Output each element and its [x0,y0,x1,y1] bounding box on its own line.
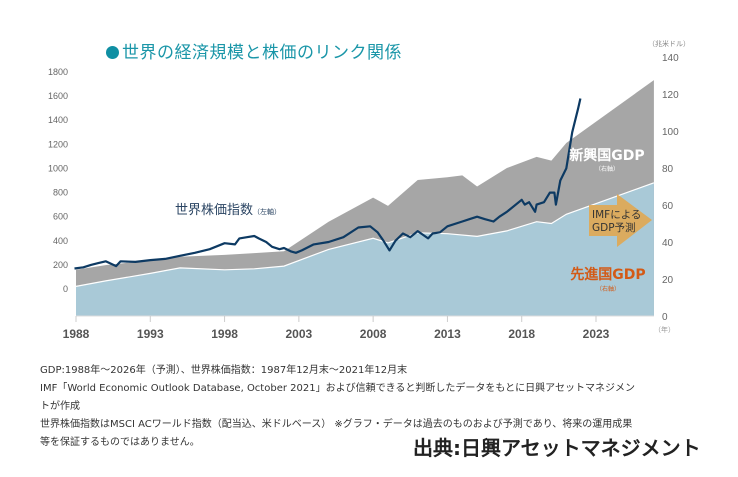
right-tick-label: 20 [662,275,674,286]
advanced-gdp-area [76,182,654,316]
footnote-line: 等を保証するものではありません。 [40,437,200,448]
left-tick-label: 1600 [48,91,68,101]
stock-index-label: 世界株価指数（左軸） [175,203,281,218]
area-layer [75,80,655,316]
left-tick-label: 1800 [48,67,68,77]
right-tick-label: 40 [662,238,674,249]
right-tick-label: 80 [662,164,674,175]
footnote-line: GDP:1988年～2026年（予測）、世界株価指数：1987年12月末～202… [40,365,408,376]
left-tick-label: 200 [53,260,68,270]
x-tick-label: 2008 [360,327,387,341]
left-tick-label: 400 [53,236,68,246]
advanced-gdp-axis-note: （右軸） [596,285,620,293]
right-tick-label: 100 [662,127,679,138]
x-unit-label: （年） [654,325,675,334]
source-credit: 出典:日興アセットマネジメント [413,436,701,460]
imf-forecast-label: GDP予測 [592,221,636,234]
footnote-line: トが作成 [40,401,80,412]
left-tick-label: 0 [63,284,68,294]
emerging-gdp-axis-note: （右軸） [595,165,619,173]
left-tick-label: 1400 [48,115,68,125]
advanced-gdp-boundary [75,182,655,287]
left-tick-label: 600 [53,212,68,222]
right-tick-label: 140 [662,53,679,64]
stock-index-axis-note: （左軸） [253,207,281,216]
chart-title: 世界の経済規模と株価のリンク関係 [106,38,402,63]
footnote-line: 世界株価指数はMSCI ACワールド指数（配当込、米ドルベース） ※グラフ・デー… [40,419,633,430]
left-tick-label: 800 [53,188,68,198]
bullet-dot-icon [106,46,119,59]
x-tick-label: 2013 [434,327,461,341]
x-tick-label: 1988 [63,327,90,341]
right-tick-label: 0 [662,312,668,323]
world-stock-index-line [74,98,582,270]
left-tick-label: 1000 [48,163,68,173]
x-tick-label: 1993 [137,327,164,341]
advanced-gdp-label: 先進国GDP [570,266,645,283]
left-tick-label: 1200 [48,139,68,149]
footnotes: GDP:1988年～2026年（予測）、世界株価指数：1987年12月末～202… [40,362,635,452]
line-layer [74,98,582,270]
x-tick-label: 2003 [286,327,313,341]
right-axis-unit: （兆米ドル） [648,39,690,48]
imf-forecast-label: IMFによる [592,209,641,221]
right-tick-label: 60 [662,201,674,212]
x-tick-label: 2023 [583,327,610,341]
emerging-gdp-label: 新興国GDP [569,147,644,164]
x-tick-label: 1998 [211,327,238,341]
imf-forecast-arrow-icon [589,194,652,247]
x-tick-label: 2018 [508,327,535,341]
chart-title-text: 世界の経済規模と株価のリンク関係 [122,43,402,63]
footnote-line: IMF「World Economic Outlook Database, Oct… [40,383,635,394]
right-tick-label: 120 [662,90,679,101]
axes-layer: 1988 1993 1998 2003 2008 2013 2018 2023 （年）02004… [48,39,690,341]
